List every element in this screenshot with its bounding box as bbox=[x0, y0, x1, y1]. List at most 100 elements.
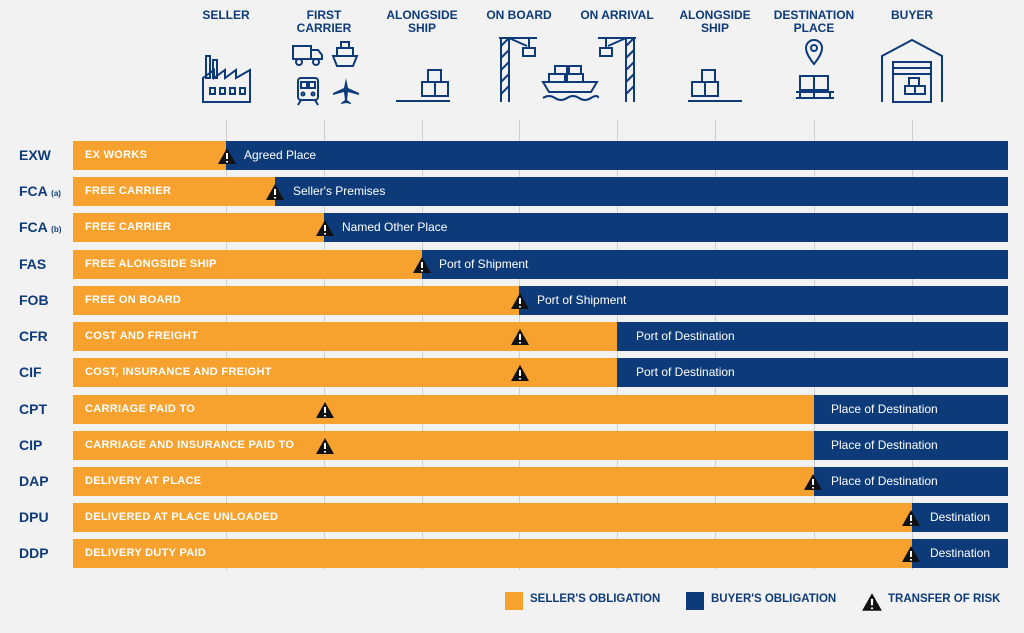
incoterm-row-fob: FOB FREE ON BOARD Port of Shipment bbox=[0, 286, 1024, 315]
warning-triangle-icon bbox=[316, 402, 334, 418]
column-seller: SELLER bbox=[202, 8, 250, 22]
seller-obligation-bar bbox=[73, 467, 814, 496]
buyer-label: Seller's Premises bbox=[293, 184, 386, 198]
buyer-obligation-bar bbox=[226, 141, 1008, 170]
buyer-obligation-bar bbox=[814, 395, 1008, 424]
warning-triangle-icon bbox=[218, 148, 236, 164]
crane-icon bbox=[499, 37, 537, 102]
container-ship-icon bbox=[541, 65, 599, 101]
seller-label: CARRIAGE AND INSURANCE PAID TO bbox=[85, 439, 295, 451]
warning-triangle-icon bbox=[902, 510, 920, 526]
seller-obligation-bar bbox=[73, 358, 617, 387]
seller-obligation-bar bbox=[73, 539, 912, 568]
boxes-on-ground-icon bbox=[688, 69, 742, 102]
buyer-label: Place of Destination bbox=[831, 402, 938, 416]
term-code: CFR bbox=[19, 328, 48, 344]
legend-risk-label: TRANSFER OF RISK bbox=[888, 593, 1001, 605]
term-code: FCA (b) bbox=[19, 219, 62, 235]
buyer-label: Port of Destination bbox=[636, 365, 735, 379]
warning-triangle-icon bbox=[902, 546, 920, 562]
term-code: FOB bbox=[19, 292, 49, 308]
incoterm-row-cpt: CPT CARRIAGE PAID TO Place of Destinatio… bbox=[0, 395, 1024, 424]
term-code: FCA (a) bbox=[19, 183, 61, 199]
buyer-obligation-bar bbox=[814, 467, 1008, 496]
incoterm-row-fas: FAS FREE ALONGSIDE SHIP Port of Shipment bbox=[0, 250, 1024, 279]
seller-obligation-bar bbox=[73, 177, 275, 206]
buyer-obligation-bar bbox=[422, 250, 1008, 279]
incoterm-row-fca-a: FCA (a) FREE CARRIER Seller's Premises bbox=[0, 177, 1024, 206]
buyer-label: Destination bbox=[930, 510, 991, 524]
warning-triangle-icon bbox=[804, 474, 822, 490]
buyer-obligation-bar bbox=[617, 322, 1008, 351]
term-code: EXW bbox=[19, 147, 51, 163]
buyer-label: Destination bbox=[930, 546, 991, 560]
warning-triangle-icon bbox=[511, 293, 529, 309]
term-code: DPU bbox=[19, 509, 49, 525]
term-code: CIP bbox=[19, 437, 43, 453]
term-code: CIF bbox=[19, 364, 42, 380]
crane-icon bbox=[598, 37, 636, 102]
seller-obligation-bar bbox=[73, 286, 519, 315]
term-code: DDP bbox=[19, 545, 49, 561]
incoterm-row-cfr: CFR COST AND FREIGHT Port of Destination bbox=[0, 322, 1024, 351]
buyer-obligation-bar bbox=[912, 503, 1008, 532]
term-code: DAP bbox=[19, 473, 49, 489]
seller-label: FREE ALONGSIDE SHIP bbox=[85, 258, 217, 270]
warning-triangle-icon bbox=[316, 438, 334, 454]
legend-seller-swatch bbox=[505, 592, 523, 610]
boxes-on-ground-icon bbox=[396, 69, 450, 102]
warning-triangle-icon bbox=[511, 365, 529, 381]
incoterm-row-dap: DAP DELIVERY AT PLACE Place of Destinati… bbox=[0, 467, 1024, 496]
incoterm-row-cif: CIF COST, INSURANCE AND FREIGHT Port of … bbox=[0, 358, 1024, 387]
seller-label: COST AND FREIGHT bbox=[85, 330, 199, 342]
truck-icon bbox=[292, 45, 323, 66]
buyer-obligation-bar bbox=[324, 213, 1008, 242]
warning-triangle-icon bbox=[316, 220, 334, 236]
legend-buyer-swatch bbox=[686, 592, 704, 610]
airplane-icon bbox=[333, 78, 359, 104]
term-code: CPT bbox=[19, 401, 47, 417]
warehouse-icon bbox=[881, 38, 943, 103]
column-alongside-ship-destination: ALONGSIDE SHIP bbox=[679, 8, 751, 35]
seller-obligation-bar bbox=[73, 395, 814, 424]
buyer-obligation-bar bbox=[617, 358, 1008, 387]
ship-icon bbox=[331, 41, 359, 67]
buyer-label: Place of Destination bbox=[831, 438, 938, 452]
column-on-board: ON BOARD bbox=[486, 8, 552, 22]
buyer-obligation-bar bbox=[814, 431, 1008, 460]
seller-obligation-bar bbox=[73, 431, 814, 460]
seller-label: DELIVERY AT PLACE bbox=[85, 475, 202, 487]
buyer-label: Port of Shipment bbox=[537, 293, 627, 307]
seller-label: COST, INSURANCE AND FREIGHT bbox=[85, 366, 272, 378]
seller-label: DELIVERY DUTY PAID bbox=[85, 547, 207, 559]
buyer-label: Port of Destination bbox=[636, 329, 735, 343]
seller-label: FREE CARRIER bbox=[85, 185, 172, 197]
warning-triangle-icon bbox=[413, 257, 431, 273]
buyer-label: Agreed Place bbox=[244, 148, 317, 162]
buyer-label: Port of Shipment bbox=[439, 257, 529, 271]
buyer-label: Place of Destination bbox=[831, 474, 938, 488]
seller-obligation-bar bbox=[73, 503, 912, 532]
seller-label: FREE CARRIER bbox=[85, 221, 172, 233]
column-on-arrival: ON ARRIVAL bbox=[580, 8, 654, 22]
column-alongside-ship-origin: ALONGSIDE SHIP bbox=[386, 8, 458, 35]
buyer-obligation-bar bbox=[519, 286, 1008, 315]
incoterm-row-fca-b: FCA (b) FREE CARRIER Named Other Place bbox=[0, 213, 1024, 242]
seller-label: FREE ON BOARD bbox=[85, 294, 182, 306]
column-buyer: BUYER bbox=[890, 8, 933, 22]
seller-obligation-bar bbox=[73, 141, 226, 170]
buyer-label: Named Other Place bbox=[342, 220, 448, 234]
warning-triangle-icon bbox=[266, 184, 284, 200]
incoterm-row-dpu: DPU DELIVERED AT PLACE UNLOADED Destinat… bbox=[0, 503, 1024, 532]
location-pin-pallet-icon bbox=[796, 39, 834, 99]
seller-obligation-bar bbox=[73, 213, 324, 242]
incoterm-row-cip: CIP CARRIAGE AND INSURANCE PAID TO Place… bbox=[0, 431, 1024, 460]
seller-label: DELIVERED AT PLACE UNLOADED bbox=[85, 511, 279, 523]
factory-icon bbox=[202, 55, 251, 103]
column-destination-place: DESTINATION PLACE bbox=[773, 8, 855, 35]
buyer-obligation-bar bbox=[275, 177, 1008, 206]
seller-label: EX WORKS bbox=[85, 149, 148, 161]
term-code: FAS bbox=[19, 256, 47, 272]
warning-triangle-icon bbox=[862, 593, 882, 611]
seller-label: CARRIAGE PAID TO bbox=[85, 403, 196, 415]
